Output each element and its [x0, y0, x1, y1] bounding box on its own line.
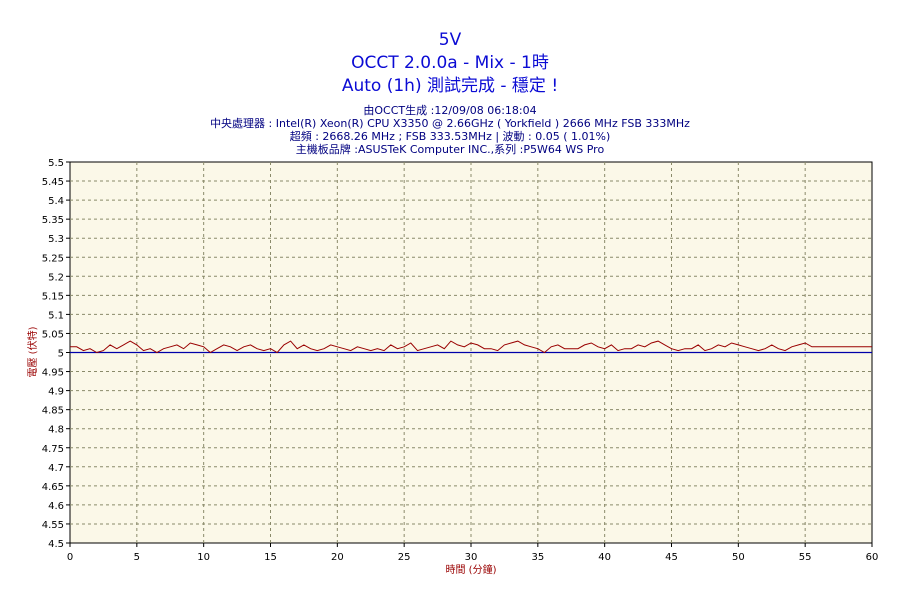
x-tick-label: 15 [264, 552, 277, 563]
x-axis-label: 時間 (分鐘) [446, 563, 497, 576]
y-tick-label: 5.45 [42, 177, 64, 188]
x-axis-ticks: 0 5 10 15 20 25 30 35 40 45 50 55 60 [67, 543, 879, 563]
y-tick-label: 4.55 [42, 520, 64, 531]
x-tick-label: 40 [598, 552, 611, 563]
info-generated: 由OCCT生成 :12/09/08 06:18:04 [363, 103, 536, 117]
y-tick-label: 4.75 [42, 444, 64, 455]
y-tick-label: 4.6 [48, 501, 64, 512]
y-tick-label: 5.2 [48, 272, 64, 283]
y-axis-label: 電壓 (伏特) [26, 326, 39, 377]
x-tick-label: 35 [531, 552, 544, 563]
x-tick-label: 55 [799, 552, 812, 563]
x-tick-label: 20 [331, 552, 344, 563]
y-tick-label: 4.65 [42, 482, 64, 493]
info-overclock: 超頻 : 2668.26 MHz ; FSB 333.53MHz | 波動 : … [290, 129, 611, 143]
y-tick-label: 5.4 [48, 196, 64, 207]
y-tick-label: 4.8 [48, 425, 64, 436]
y-tick-label: 4.7 [48, 463, 64, 474]
info-cpu: 中央處理器 : Intel(R) Xeon(R) CPU X3350 @ 2.6… [210, 116, 690, 130]
y-tick-label: 5.35 [42, 215, 64, 226]
y-tick-label: 5 [58, 349, 64, 360]
x-tick-label: 10 [197, 552, 210, 563]
x-tick-label: 30 [465, 552, 478, 563]
y-tick-label: 5.5 [48, 158, 64, 169]
y-axis-ticks: 4.5 4.55 4.6 4.65 4.7 4.75 4.8 4.85 4.9 4.95 5 5.05… [42, 158, 70, 550]
y-tick-label: 4.5 [48, 539, 64, 550]
x-tick-label: 5 [134, 552, 140, 563]
y-tick-label: 5.1 [48, 310, 64, 321]
chart-subtitle-test: OCCT 2.0.0a - Mix - 1時 [351, 53, 549, 73]
x-tick-label: 60 [866, 552, 879, 563]
chart-title: 5V [439, 30, 462, 50]
x-tick-label: 25 [398, 552, 411, 563]
y-tick-label: 5.25 [42, 253, 64, 264]
x-tick-label: 50 [732, 552, 745, 563]
voltage-series-line [70, 340, 872, 354]
y-tick-label: 4.95 [42, 368, 64, 379]
x-tick-label: 45 [665, 552, 678, 563]
info-motherboard: 主機板品牌 :ASUSTeK Computer INC.,系列 :P5W64 W… [296, 142, 605, 156]
y-tick-label: 4.85 [42, 406, 64, 417]
y-tick-label: 5.05 [42, 329, 64, 340]
chart-subtitle-status: Auto (1h) 測試完成 - 穩定 ! [342, 76, 558, 96]
y-tick-label: 5.3 [48, 234, 64, 245]
y-tick-label: 4.9 [48, 387, 64, 398]
y-tick-label: 5.15 [42, 291, 64, 302]
x-tick-label: 0 [67, 552, 73, 563]
